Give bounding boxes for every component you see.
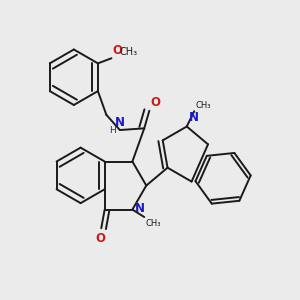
Text: CH₃: CH₃ [195, 101, 211, 110]
Text: CH₃: CH₃ [119, 47, 138, 57]
Text: N: N [189, 111, 199, 124]
Text: O: O [113, 44, 123, 57]
Text: H: H [109, 126, 116, 135]
Text: O: O [151, 96, 161, 109]
Text: N: N [115, 116, 125, 129]
Text: N: N [134, 202, 144, 215]
Text: O: O [95, 232, 105, 245]
Text: CH₃: CH₃ [146, 219, 161, 228]
